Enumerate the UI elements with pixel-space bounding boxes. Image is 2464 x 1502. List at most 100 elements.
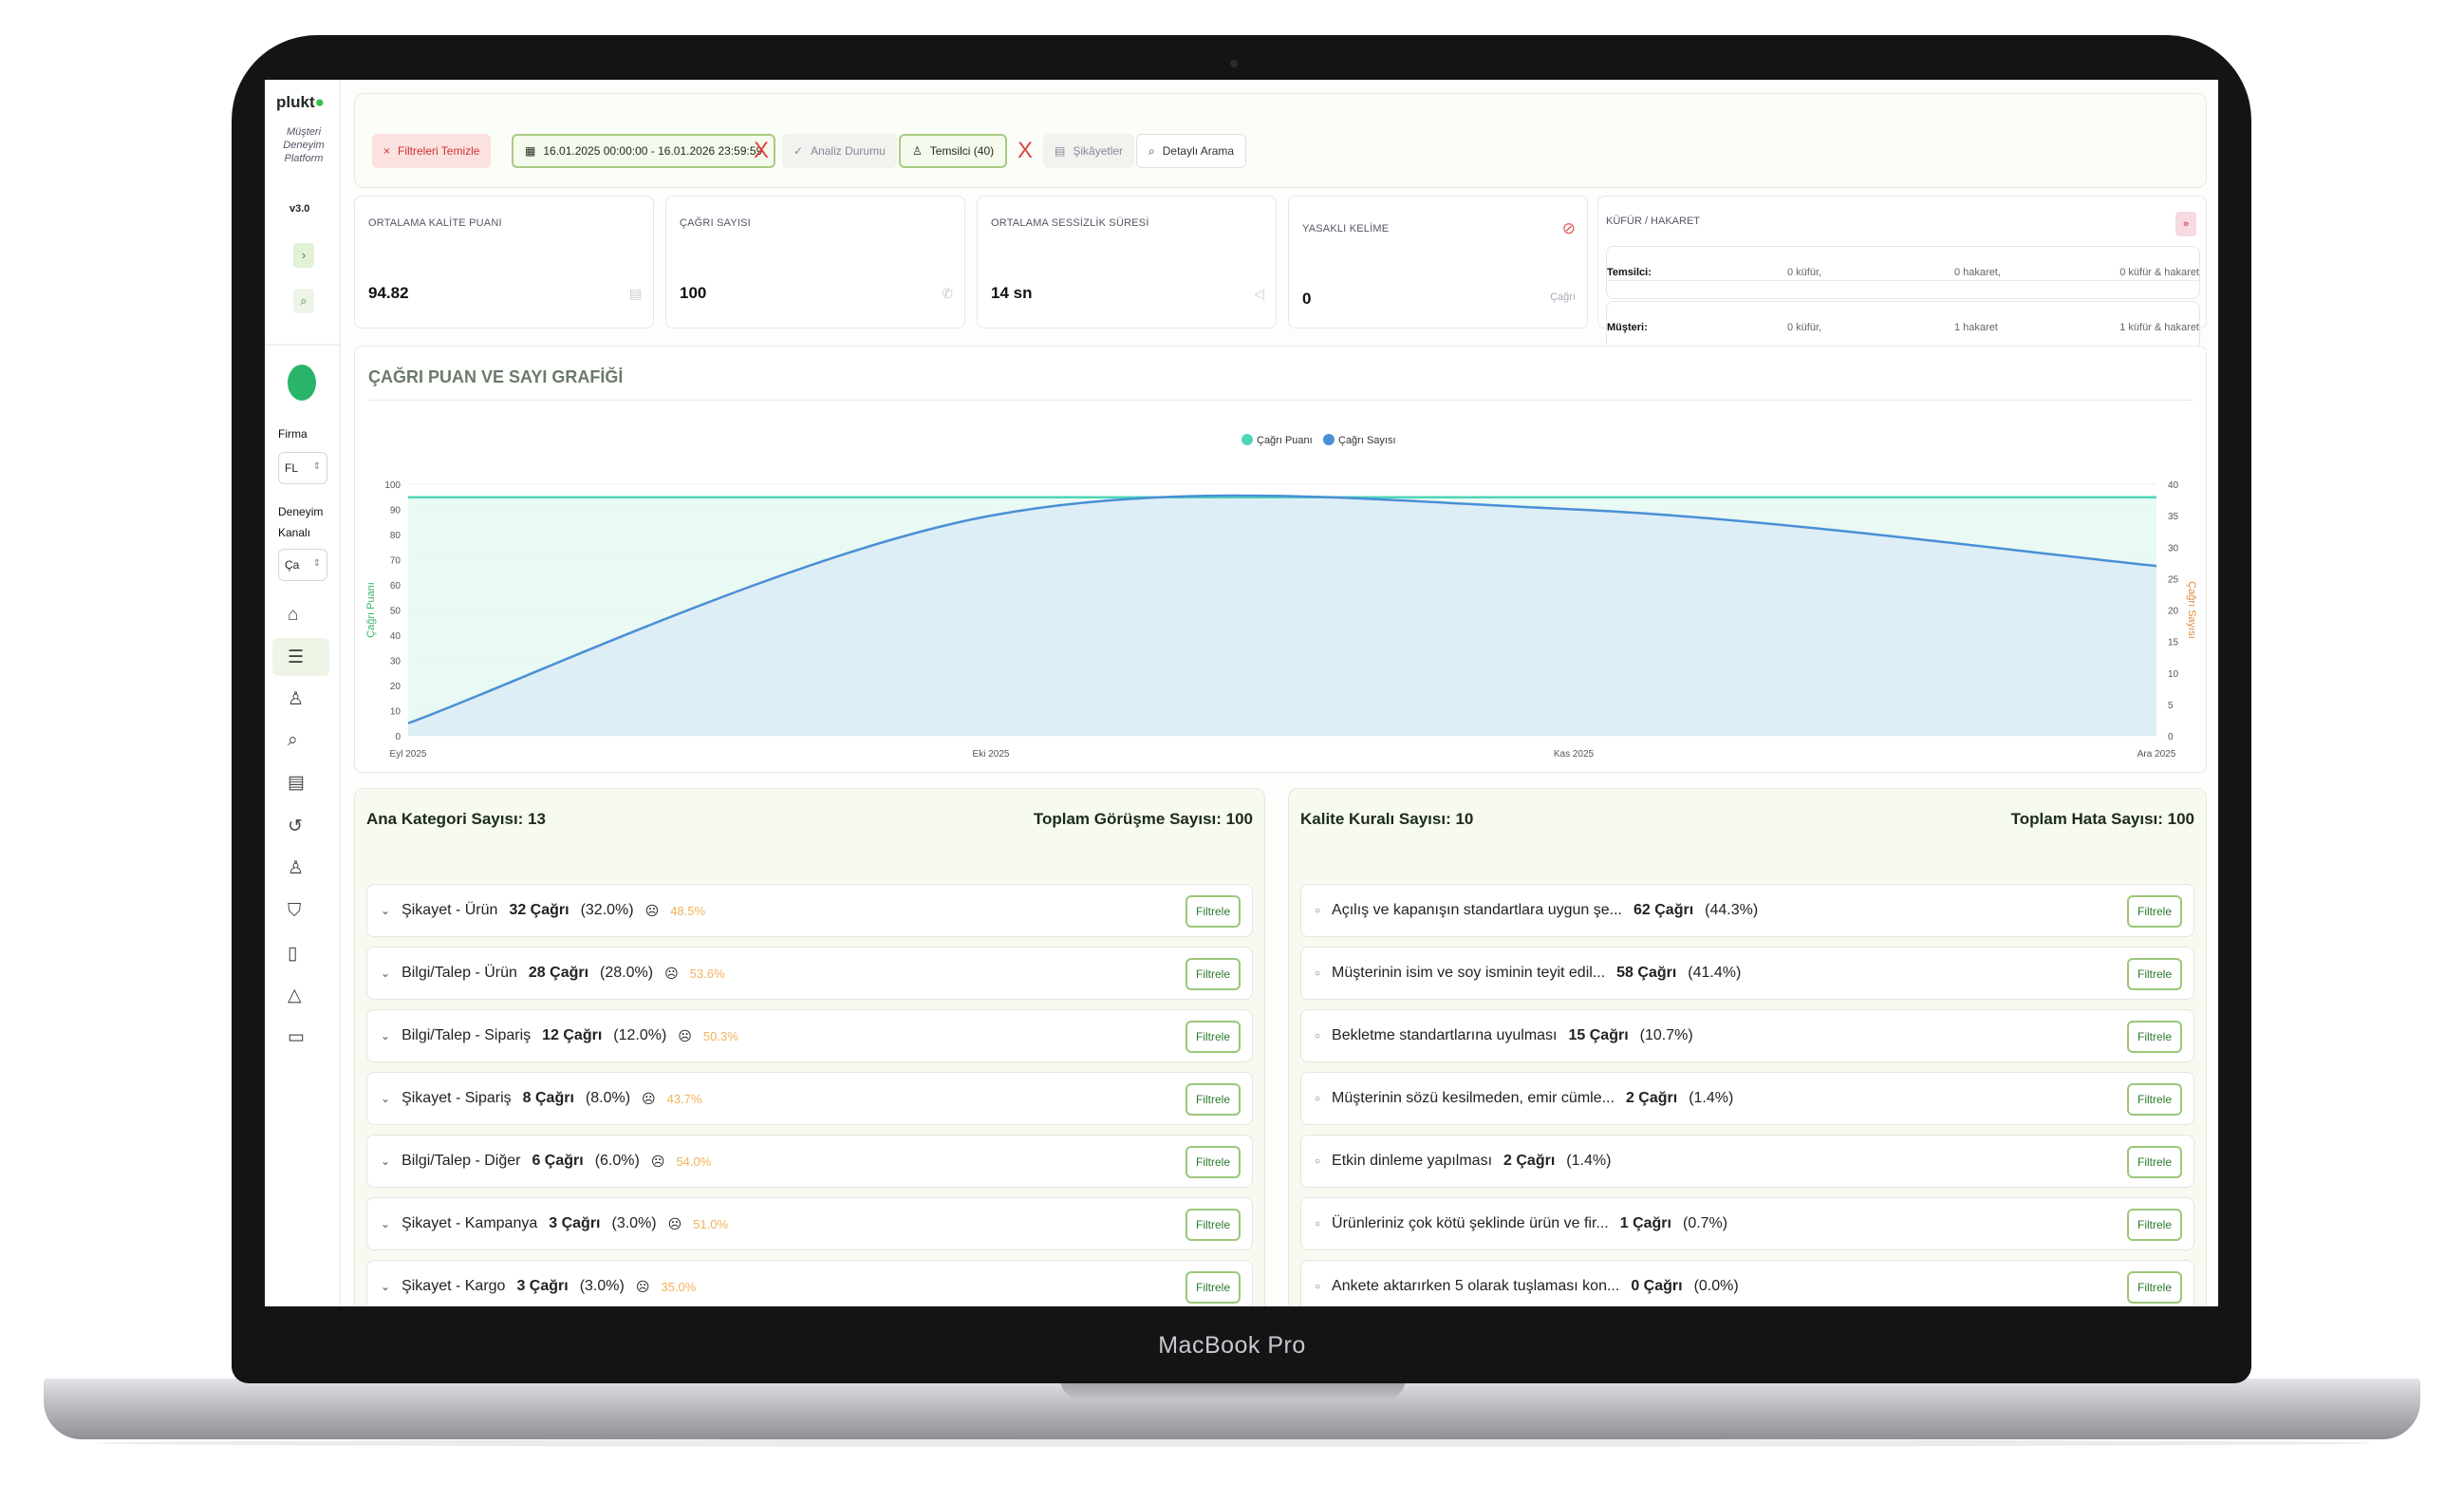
rule-row[interactable]: ○ Ürünleriniz çok kötü şeklinde ürün ve f… — [1300, 1197, 2194, 1250]
filter-button[interactable]: Filtrele — [1185, 1146, 1241, 1178]
filter-button[interactable]: Filtrele — [2127, 1271, 2182, 1304]
chevron-down-icon[interactable]: ⌄ — [381, 1092, 391, 1105]
user-icon[interactable]: ♙ — [288, 688, 305, 709]
category-name: Bilgi/Talep - Sipariş — [401, 1027, 532, 1043]
call-percent: (0.7%) — [1682, 1215, 1728, 1231]
rule-name: Ürünleriniz çok kötü şeklinde ürün ve fi… — [1332, 1215, 1609, 1231]
avatar[interactable] — [288, 365, 316, 401]
filter-button[interactable]: Filtrele — [1185, 895, 1241, 928]
document-icon[interactable]: ▯ — [288, 943, 298, 964]
filter-button[interactable]: Filtrele — [2127, 1083, 2182, 1116]
clear-filters-button[interactable]: × Filtreleri Temizle — [372, 134, 492, 168]
category-row[interactable]: ⌄ Bilgi/Talep - Sipariş 12 Çağrı (12.0%) ☹ 50… — [366, 1009, 1253, 1062]
category-name: Şikayet - Sipariş — [401, 1090, 512, 1106]
legend-marker-count — [1323, 434, 1335, 445]
divider — [1606, 280, 2200, 281]
category-row[interactable]: ⌄ Şikayet - Kampanya 3 Çağrı (3.0%) ☹ 51.0% Fi… — [366, 1197, 1253, 1250]
remove-representative-filter-icon[interactable]: X — [1017, 138, 1034, 163]
sentiment-icon: ☹ — [635, 1278, 650, 1294]
mobile-icon[interactable]: ▭ — [288, 1026, 305, 1047]
x-tick-label: Kas 2025 — [1554, 749, 1595, 760]
analysis-status-button[interactable]: ✓ Analiz Durumu — [782, 134, 897, 168]
device-brand: MacBook Pro — [1158, 1332, 1306, 1359]
category-row[interactable]: ⌄ Şikayet - Kargo 3 Çağrı (3.0%) ☹ 35.0% Filtr… — [366, 1260, 1253, 1306]
call-count: 0 Çağrı — [1631, 1278, 1683, 1294]
camera-icon — [1230, 60, 1238, 67]
call-count: 58 Çağrı — [1616, 965, 1677, 981]
search-icon[interactable]: ⌕ — [293, 289, 314, 313]
chevron-down-icon[interactable]: ⌄ — [381, 967, 391, 980]
warning-icon[interactable]: △ — [288, 985, 302, 1005]
x-tick-label: Eki 2025 — [973, 749, 1010, 760]
y-axis-title: Çağrı Puanı — [365, 582, 377, 638]
filter-button[interactable]: Filtrele — [2127, 1209, 2182, 1241]
history-icon[interactable]: ↺ — [288, 816, 303, 836]
home-icon[interactable]: ⌂ — [288, 605, 299, 625]
category-row[interactable]: ⌄ Şikayet - Ürün 32 Çağrı (32.0%) ☹ 48.5% Filt… — [366, 884, 1253, 937]
y2-tick-label: 0 — [2168, 732, 2174, 742]
sentiment-icon: ☹ — [644, 902, 660, 918]
rule-row[interactable]: ○ Etkin dinleme yapılması 2 Çağrı (1.4%) Fil… — [1300, 1135, 2194, 1188]
chevron-down-icon[interactable]: ⌄ — [381, 904, 391, 917]
kpi-title: ORTALAMA KALİTE PUANI — [368, 217, 502, 229]
filter-button[interactable]: Filtrele — [2127, 958, 2182, 990]
document-icon: ▤ — [1055, 144, 1066, 158]
category-row[interactable]: ⌄ Bilgi/Talep - Diğer 6 Çağrı (6.0%) ☹ 54.0% F… — [366, 1135, 1253, 1188]
chevron-down-icon[interactable]: ⌄ — [381, 1280, 391, 1293]
line-chart: 0 10 20 30 40 50 60 70 80 90 100 0 5 10 15 20 25 30 35 40 Ey… — [365, 434, 2197, 760]
y2-tick-label: 30 — [2168, 543, 2179, 554]
rule-row[interactable]: ○ Müşterinin isim ve soy isminin teyit ed… — [1300, 947, 2194, 1000]
firma-select[interactable]: FL ⇕ — [278, 452, 327, 484]
database-icon[interactable]: ☰ — [272, 638, 329, 676]
call-percent: (1.4%) — [1566, 1153, 1612, 1169]
rule-row[interactable]: ○ Açılış ve kapanışın standartlara uygun … — [1300, 884, 2194, 937]
complaints-button[interactable]: ▤ Şikâyetler — [1043, 134, 1135, 168]
call-percent: (8.0%) — [585, 1090, 631, 1106]
expand-icon[interactable]: » — [2175, 212, 2196, 236]
kpi-card-calls: ÇAĞRI SAYISI 100 ✆ — [665, 196, 965, 329]
kanal-select[interactable]: Ça ⇕ — [278, 549, 327, 581]
filter-button[interactable]: Filtrele — [1185, 1209, 1241, 1241]
y2-tick-label: 35 — [2168, 512, 2179, 522]
chevron-down-icon[interactable]: ⌄ — [381, 1029, 391, 1042]
total-calls: Toplam Görüşme Sayısı: 100 — [1033, 810, 1253, 828]
date-range-button[interactable]: ▦ 16.01.2025 00:00:00 - 16.01.2026 23:59:… — [512, 134, 776, 168]
category-row[interactable]: ⌄ Bilgi/Talep - Ürün 28 Çağrı (28.0%) ☹ 53.6%… — [366, 947, 1253, 1000]
sentiment-score: 54.0% — [676, 1154, 712, 1169]
kanal-label: Deneyim Kanalı — [278, 505, 324, 539]
remove-date-filter-icon[interactable]: X — [754, 138, 770, 163]
shield-icon[interactable]: ⛉ — [288, 901, 302, 921]
rule-name: Bekletme standartlarına uyulması — [1332, 1027, 1558, 1043]
category-row[interactable]: ⌄ Şikayet - Sipariş 8 Çağrı (8.0%) ☹ 43.7% Fil… — [366, 1072, 1253, 1125]
filter-button[interactable]: Filtrele — [2127, 1021, 2182, 1053]
call-count: 32 Çağrı — [509, 902, 569, 918]
laptop-notch — [1060, 1379, 1406, 1399]
search-icon: ⌕ — [1148, 143, 1155, 158]
representative-button[interactable]: ♙ Temsilci (40) — [899, 134, 1008, 168]
y-tick-label: 100 — [384, 480, 401, 491]
clipboard-icon[interactable]: ▤ — [288, 772, 305, 793]
rule-row[interactable]: ○ Müşterinin sözü kesilmeden, emir cümle.… — [1300, 1072, 2194, 1125]
chevron-down-icon[interactable]: ⌄ — [381, 1217, 391, 1230]
users-icon[interactable]: ♙ — [288, 857, 305, 878]
chevron-down-icon[interactable]: ⌄ — [381, 1155, 391, 1168]
rule-row[interactable]: ○ Ankete aktarırken 5 olarak tuşlaması ko… — [1300, 1260, 2194, 1306]
filter-button[interactable]: Filtrele — [2127, 895, 2182, 928]
expand-sidebar-button[interactable]: › — [293, 243, 314, 268]
y-tick-label: 0 — [395, 732, 401, 742]
close-icon: × — [383, 144, 391, 158]
series-line-count — [407, 494, 2157, 724]
sentiment-icon: ☹ — [664, 965, 679, 981]
kpi-title: YASAKLI KELİME — [1302, 223, 1390, 235]
call-count: 3 Çağrı — [516, 1278, 569, 1294]
filter-button[interactable]: Filtrele — [1185, 1271, 1241, 1304]
filter-button[interactable]: Filtrele — [1185, 1021, 1241, 1053]
rule-row[interactable]: ○ Bekletme standartlarına uyulması 15 Çağr… — [1300, 1009, 2194, 1062]
sentiment-icon: ☹ — [642, 1090, 656, 1106]
bullet-icon: ○ — [1315, 905, 1321, 916]
filter-button[interactable]: Filtrele — [1185, 958, 1241, 990]
filter-button[interactable]: Filtrele — [2127, 1146, 2182, 1178]
search-nav-icon[interactable]: ⌕ — [288, 730, 298, 750]
detailed-search-button[interactable]: ⌕ Detaylı Arama — [1136, 134, 1247, 168]
filter-button[interactable]: Filtrele — [1185, 1083, 1241, 1116]
